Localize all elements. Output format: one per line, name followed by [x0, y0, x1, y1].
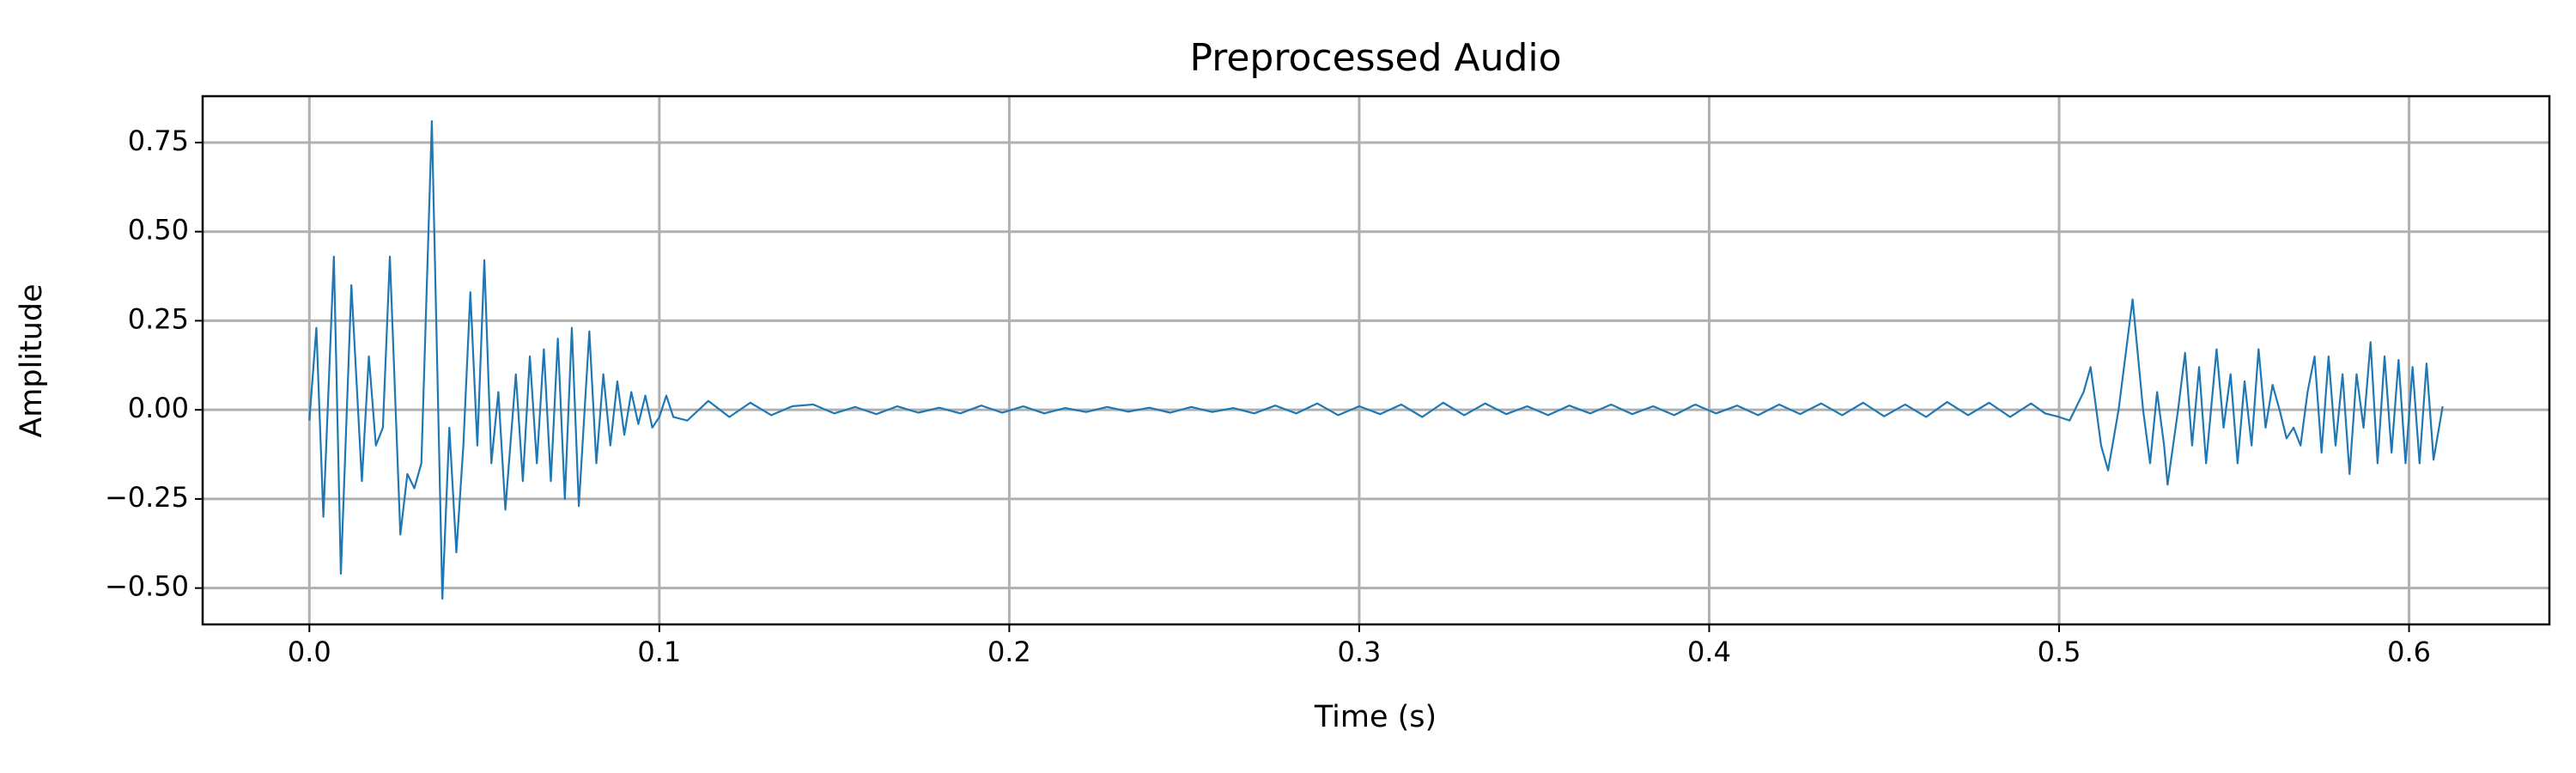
chart-title: Preprocessed Audio [1189, 36, 1561, 80]
waveform-line [308, 119, 2444, 600]
x-tick-label: 0.4 [1687, 636, 1731, 668]
y-tick-label: 0.75 [128, 125, 189, 157]
y-tick-label: −0.25 [105, 481, 189, 514]
x-tick-label: 0.3 [1337, 636, 1381, 668]
x-tick-label: 0.1 [637, 636, 681, 668]
x-axis-label: Time (s) [1314, 700, 1437, 734]
y-tick-label: 0.50 [128, 214, 189, 247]
y-axis-label: Amplitude [15, 283, 49, 437]
plot-frame [201, 94, 2551, 626]
y-tick-label: 0.00 [128, 392, 189, 424]
x-tick-label: 0.6 [2387, 636, 2431, 668]
y-tick-label: −0.50 [105, 570, 189, 603]
x-tick-label: 0.2 [987, 636, 1031, 668]
x-tick-label: 0.0 [288, 636, 331, 668]
x-tick-label: 0.5 [2038, 636, 2081, 668]
y-tick-label: 0.25 [128, 302, 189, 335]
